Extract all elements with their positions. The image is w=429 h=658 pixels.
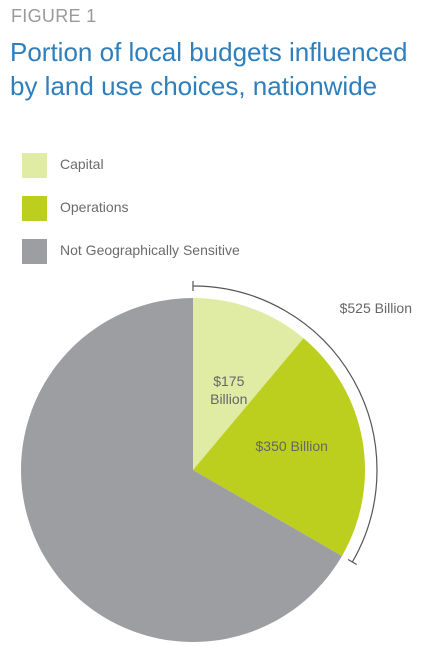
legend-swatch-not-geographically-sensitive bbox=[22, 239, 47, 264]
bracket-label: $525 Billion bbox=[340, 300, 412, 316]
chart-title: Portion of local budgets influenced by l… bbox=[10, 37, 408, 101]
legend-swatch-operations bbox=[22, 196, 47, 221]
bracket-tick-end bbox=[347, 558, 357, 566]
legend-label-not-geographically-sensitive: Not Geographically Sensitive bbox=[60, 242, 240, 258]
legend-label-capital: Capital bbox=[60, 156, 104, 172]
slice-label-capital: $175 Billion bbox=[210, 373, 247, 407]
pie-slice-operations bbox=[193, 338, 366, 556]
legend-swatch-capital bbox=[22, 153, 47, 178]
pie-slice-not-geographically-sensitive bbox=[21, 298, 342, 642]
slice-label-operations: $350 Billion bbox=[256, 438, 328, 454]
legend-label-operations: Operations bbox=[60, 199, 129, 215]
pie-slice-capital bbox=[193, 298, 304, 470]
pie-chart: $175 Billion $350 Billion $525 Billion bbox=[21, 281, 412, 642]
bracket-arc bbox=[192, 285, 378, 563]
figure-label: FIGURE 1 bbox=[11, 6, 97, 26]
